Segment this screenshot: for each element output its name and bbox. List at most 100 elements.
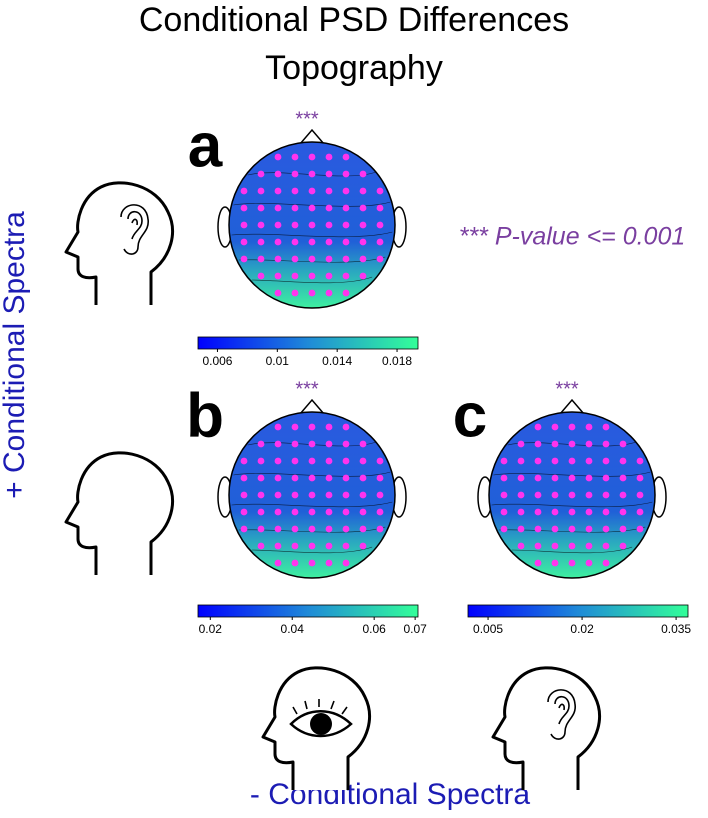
electrode bbox=[291, 238, 299, 246]
electrode bbox=[619, 542, 627, 550]
electrode bbox=[585, 474, 593, 482]
electrode bbox=[568, 474, 576, 482]
electrode bbox=[376, 187, 384, 195]
electrode bbox=[500, 508, 508, 516]
electrode bbox=[257, 272, 265, 280]
electrode bbox=[274, 187, 282, 195]
electrode bbox=[500, 474, 508, 482]
electrode bbox=[325, 204, 333, 212]
electrode bbox=[619, 440, 627, 448]
electrode bbox=[325, 170, 333, 178]
electrode bbox=[359, 255, 367, 263]
contour bbox=[251, 546, 373, 554]
electrode bbox=[534, 542, 542, 550]
electrode bbox=[585, 525, 593, 533]
electrode bbox=[551, 491, 559, 499]
electrode bbox=[274, 238, 282, 246]
electrode bbox=[291, 440, 299, 448]
electrode bbox=[240, 525, 248, 533]
colorbar-tick-label: 0.01 bbox=[266, 354, 290, 368]
panel-label: a bbox=[188, 111, 223, 180]
electrode bbox=[240, 238, 248, 246]
significance: *** bbox=[295, 378, 319, 400]
electrode bbox=[274, 423, 282, 431]
electrode bbox=[257, 170, 265, 178]
electrode bbox=[534, 457, 542, 465]
colorbar-tick-label: 0.005 bbox=[473, 622, 503, 636]
electrode bbox=[376, 525, 384, 533]
electrode bbox=[308, 153, 316, 161]
electrode bbox=[602, 440, 610, 448]
electrode bbox=[257, 187, 265, 195]
electrode bbox=[359, 272, 367, 280]
electrode bbox=[342, 221, 350, 229]
electrode bbox=[274, 440, 282, 448]
contour bbox=[491, 501, 653, 508]
head-eye-icon bbox=[261, 666, 372, 792]
electrode bbox=[308, 170, 316, 178]
title-line: Topography bbox=[265, 49, 443, 87]
electrode bbox=[602, 559, 610, 567]
electrode bbox=[308, 559, 316, 567]
electrode bbox=[517, 525, 525, 533]
electrode bbox=[257, 221, 265, 229]
electrode bbox=[291, 221, 299, 229]
electrode bbox=[517, 457, 525, 465]
electrode bbox=[291, 187, 299, 195]
title-line: Conditional PSD Differences bbox=[139, 1, 569, 39]
electrode bbox=[308, 457, 316, 465]
electrode bbox=[568, 440, 576, 448]
head-ear-icon bbox=[64, 181, 175, 307]
electrode bbox=[342, 559, 350, 567]
electrode bbox=[325, 272, 333, 280]
panel-label: c bbox=[453, 381, 487, 450]
electrode bbox=[602, 525, 610, 533]
significance: *** bbox=[295, 108, 319, 130]
electrode bbox=[342, 542, 350, 550]
electrode bbox=[257, 238, 265, 246]
electrode bbox=[257, 204, 265, 212]
electrode bbox=[359, 170, 367, 178]
electrode bbox=[274, 170, 282, 178]
electrode bbox=[257, 255, 265, 263]
electrode bbox=[602, 457, 610, 465]
electrode bbox=[308, 491, 316, 499]
colorbar-tick-label: 0.02 bbox=[570, 622, 594, 636]
electrode bbox=[568, 559, 576, 567]
colorbar-tick-label: 0.04 bbox=[281, 622, 305, 636]
electrode bbox=[585, 542, 593, 550]
electrode bbox=[240, 491, 248, 499]
electrode bbox=[534, 508, 542, 516]
electrode bbox=[257, 440, 265, 448]
y-label: + Conditional Spectra bbox=[0, 211, 31, 499]
electrode bbox=[342, 440, 350, 448]
electrode bbox=[619, 525, 627, 533]
colorbar-tick-label: 0.014 bbox=[322, 354, 352, 368]
contour bbox=[231, 231, 393, 238]
electrode bbox=[619, 491, 627, 499]
electrode bbox=[359, 221, 367, 229]
electrode bbox=[240, 474, 248, 482]
electrode bbox=[308, 525, 316, 533]
electrode bbox=[291, 289, 299, 297]
electrode bbox=[325, 187, 333, 195]
electrode bbox=[619, 457, 627, 465]
electrode bbox=[359, 508, 367, 516]
electrode bbox=[585, 508, 593, 516]
electrode bbox=[257, 508, 265, 516]
colorbar-tick-label: 0.02 bbox=[199, 622, 223, 636]
electrode bbox=[308, 508, 316, 516]
electrode bbox=[291, 153, 299, 161]
electrode bbox=[274, 491, 282, 499]
electrode bbox=[636, 474, 644, 482]
electrode bbox=[500, 491, 508, 499]
electrode bbox=[602, 423, 610, 431]
electrode bbox=[291, 272, 299, 280]
electrode bbox=[376, 238, 384, 246]
electrode bbox=[602, 542, 610, 550]
nose bbox=[299, 128, 325, 145]
electrode bbox=[274, 559, 282, 567]
contour bbox=[251, 276, 373, 284]
electrode bbox=[359, 238, 367, 246]
